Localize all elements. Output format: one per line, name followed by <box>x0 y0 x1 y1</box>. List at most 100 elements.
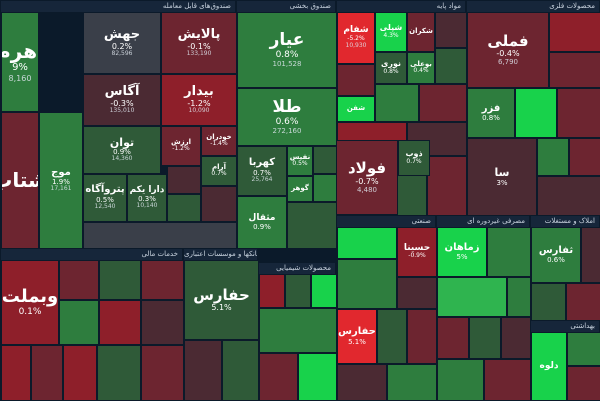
cell-agas[interactable]: آگاس -0.3% 135,010 <box>83 74 161 126</box>
cell-tafars[interactable]: ثفارس 0.6% <box>531 227 581 283</box>
cell-bouali[interactable]: بوعلی 0.4% <box>407 52 435 84</box>
tile[interactable] <box>99 300 141 345</box>
cell-nafis[interactable]: نفیس 0.5% <box>287 146 313 176</box>
tile[interactable] <box>469 317 501 359</box>
tile[interactable] <box>437 277 507 317</box>
tile[interactable] <box>287 202 337 249</box>
cell-darayekom[interactable]: دارا یکم 0.3% 10,140 <box>127 174 167 222</box>
section-health: بهداشتی دلوه <box>530 320 600 401</box>
tile[interactable] <box>167 166 201 194</box>
tile[interactable] <box>435 12 467 48</box>
tile[interactable] <box>549 12 600 52</box>
tile[interactable] <box>569 138 600 176</box>
tile[interactable] <box>427 156 467 216</box>
tile[interactable] <box>83 222 237 249</box>
cell-dlavo[interactable]: دلوه <box>531 332 567 401</box>
tile[interactable] <box>567 366 600 401</box>
tile[interactable] <box>581 227 600 283</box>
cell-gohar[interactable]: گوهر <box>287 176 313 202</box>
tile[interactable] <box>437 317 469 359</box>
tile[interactable] <box>487 227 531 277</box>
tile[interactable] <box>311 274 337 308</box>
tile[interactable] <box>313 146 337 174</box>
tile[interactable] <box>99 260 141 300</box>
tile[interactable] <box>337 227 397 259</box>
tile[interactable] <box>285 274 311 308</box>
cell-shenvesh[interactable]: شفن <box>337 96 375 122</box>
tile[interactable] <box>337 364 387 401</box>
tile[interactable] <box>507 277 531 317</box>
tile[interactable] <box>337 259 397 309</box>
cell-noori[interactable]: نوری 0.8% <box>375 52 407 84</box>
tile[interactable] <box>141 300 184 345</box>
tile[interactable] <box>97 345 141 401</box>
cell-shepdis[interactable]: سا 3% <box>467 138 537 216</box>
tile[interactable] <box>298 353 337 401</box>
tile[interactable] <box>141 345 184 401</box>
cell-zob[interactable]: ذوب 0.7% <box>398 140 430 176</box>
cell-shekran[interactable]: شکران <box>407 12 435 52</box>
cell-mowj[interactable]: موج 1.9% 17,161 <box>39 112 83 249</box>
tile[interactable] <box>484 359 531 401</box>
tile[interactable] <box>407 309 437 364</box>
cell-shapli[interactable]: شپلی 4.3% <box>375 12 407 52</box>
tile[interactable] <box>397 277 437 309</box>
cell-shefam[interactable]: شفام -5.2% 10,930 <box>337 12 375 64</box>
tile[interactable] <box>557 88 600 138</box>
cell-ahrom[interactable]: اهرم9%8,160 <box>1 12 39 112</box>
tile[interactable] <box>375 84 419 122</box>
tile[interactable] <box>437 359 484 401</box>
tile[interactable] <box>31 345 63 401</box>
tile[interactable] <box>337 64 375 96</box>
cell-aram[interactable]: آرام 0.7% <box>201 156 237 186</box>
section-fixed-income: صندوق‌های قابل معامله اهرم9%8,160 شتاب م… <box>0 0 237 249</box>
tile[interactable] <box>222 340 259 401</box>
tile[interactable] <box>59 300 99 345</box>
tile[interactable] <box>259 274 285 308</box>
cell-fulad[interactable]: فولاد -0.7% 4,480 <box>336 140 398 215</box>
tile[interactable] <box>259 353 298 401</box>
tile[interactable] <box>537 138 569 176</box>
tile[interactable] <box>435 48 467 84</box>
cell-hafaris[interactable]: حفارس 5.1% <box>337 309 377 364</box>
tile[interactable] <box>419 84 467 122</box>
tile[interactable] <box>141 260 184 300</box>
tile[interactable] <box>313 174 337 202</box>
cell-petroagah[interactable]: پتروآگاه 0.5% 12,540 <box>83 174 127 222</box>
cell-fameli[interactable]: فملی -0.4% 6,790 <box>467 12 549 88</box>
cell-zamahan[interactable]: زماهان 5% <box>437 227 487 277</box>
tile[interactable] <box>537 176 600 216</box>
tile[interactable] <box>201 186 237 222</box>
tile[interactable] <box>515 88 557 138</box>
cell-jahesh[interactable]: جهش 0.2% 82,596 <box>83 12 161 74</box>
tile[interactable] <box>501 317 531 359</box>
tile[interactable] <box>259 308 337 353</box>
cell-bidar[interactable]: بیدار -1.2% 10,090 <box>161 74 237 126</box>
cell-tala[interactable]: طلا 0.6% 272,160 <box>237 88 337 146</box>
cell-ayar[interactable]: عیار 0.8% 101,528 <box>237 12 337 88</box>
cell-arzesh[interactable]: ارزش -1.2% <box>161 126 201 166</box>
tile[interactable] <box>566 283 600 321</box>
cell-tavan[interactable]: توان 0.9% 14,360 <box>83 126 161 174</box>
cell-khodran[interactable]: خودران -1.4% <box>201 126 237 156</box>
tile[interactable] <box>167 194 201 222</box>
cell-palayesh[interactable]: پالایش -0.1% 133,190 <box>161 12 237 74</box>
cell-hasina[interactable]: حسینا -0.9% <box>397 227 437 277</box>
tile[interactable] <box>387 364 437 401</box>
cell-kahroba[interactable]: کهربا 0.7% 25,764 <box>237 146 287 196</box>
tile[interactable] <box>567 332 600 366</box>
tile[interactable] <box>59 260 99 300</box>
cell-shen[interactable]: شتاب <box>1 112 39 249</box>
tile[interactable] <box>63 345 97 401</box>
cell-sa[interactable]: وبملت 0.1% <box>1 260 59 345</box>
tile[interactable] <box>377 309 407 364</box>
cell-fazar[interactable]: فزر 0.8% <box>467 88 515 138</box>
cell-vebmelat[interactable]: حفارس 5.1% <box>184 260 259 340</box>
tile[interactable] <box>1 345 31 401</box>
tile[interactable] <box>184 340 222 401</box>
tile[interactable] <box>549 52 600 88</box>
section-title: صندوق بخشی <box>237 1 335 12</box>
cell-metal[interactable]: مثقال 0.9% <box>237 196 287 249</box>
tile[interactable] <box>531 283 566 321</box>
